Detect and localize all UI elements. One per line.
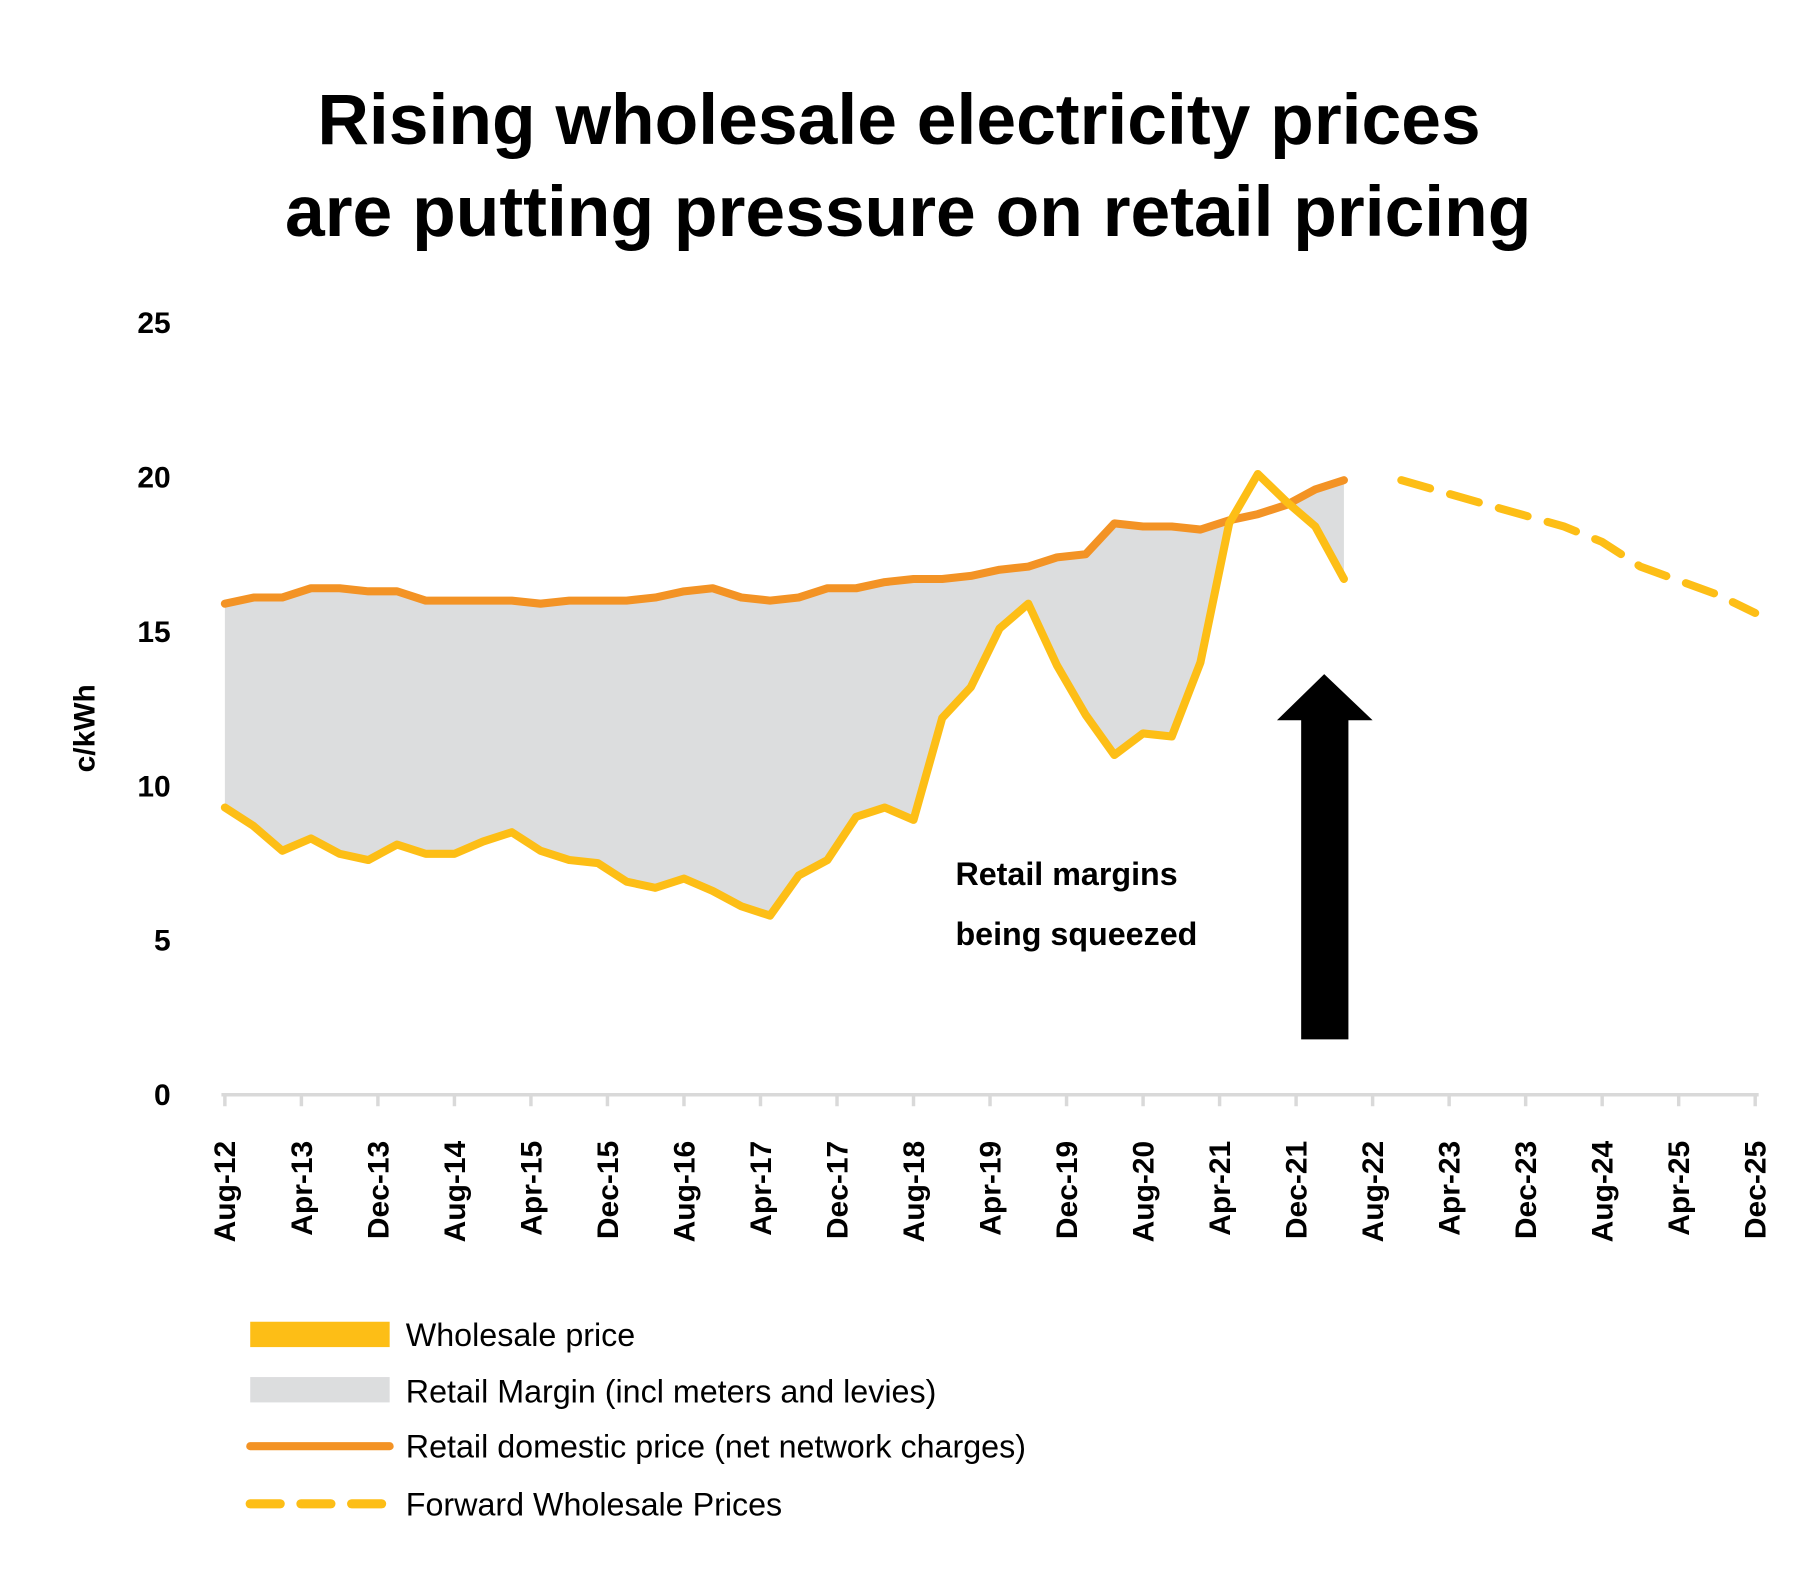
- y-tick-label: 5: [154, 925, 171, 958]
- y-tick-label: 25: [137, 307, 170, 340]
- y-tick-label: 0: [154, 1079, 171, 1112]
- x-tick-label: Dec-15: [592, 1141, 625, 1239]
- arrow-up-icon: [1276, 674, 1373, 1040]
- x-tick-label: Dec-19: [1051, 1141, 1084, 1239]
- series-lines: [220, 469, 1760, 920]
- retail-price-line: [220, 476, 1348, 608]
- legend-label-forward: Forward Wholesale Prices: [406, 1486, 782, 1522]
- x-tick-label: Dec-13: [362, 1141, 395, 1239]
- axes: Aug-12 Apr-13 Dec-13 Aug-14 Apr-15 Dec-15 Aug-…: [137, 307, 1772, 1242]
- x-tick-label: Aug-14: [439, 1140, 472, 1242]
- y-tick-label: 15: [137, 616, 170, 649]
- retail-margin-area: [224, 473, 1344, 916]
- legend-label-wholesale: Wholesale price: [406, 1317, 635, 1353]
- legend: Wholesale price Retail Margin (incl mete…: [245, 1317, 1026, 1522]
- legend-swatch-retail-margin: [250, 1377, 390, 1403]
- x-tick-label: Apr-25: [1663, 1141, 1696, 1236]
- x-tick-label: Apr-17: [745, 1141, 778, 1236]
- wholesale-price-line: [220, 469, 1348, 920]
- x-tick-label: Apr-23: [1434, 1141, 1467, 1236]
- x-tick-label: Dec-21: [1280, 1141, 1313, 1239]
- annotation-line-2: being squeezed: [955, 916, 1197, 952]
- x-tick-label: Dec-23: [1510, 1141, 1543, 1239]
- y-tick-label: 10: [137, 770, 170, 803]
- x-tick-label: Aug-20: [1127, 1141, 1160, 1243]
- chart-title-line-2: are putting pressure on retail pricing: [285, 172, 1531, 252]
- legend-label-retail-margin: Retail Margin (incl meters and levies): [406, 1373, 937, 1409]
- x-tick-label: Apr-21: [1204, 1141, 1237, 1236]
- x-tick-label: Dec-17: [821, 1141, 854, 1239]
- legend-label-retail-price: Retail domestic price (net network charg…: [406, 1429, 1026, 1465]
- x-tick-label: Apr-13: [286, 1141, 319, 1236]
- x-tick-label: Aug-16: [668, 1141, 701, 1243]
- x-tick-label: Dec-25: [1740, 1141, 1773, 1239]
- x-tick-label: Apr-19: [974, 1141, 1007, 1236]
- x-tick-label: Aug-22: [1357, 1141, 1390, 1243]
- legend-swatch-wholesale: [250, 1321, 390, 1348]
- annotation-line-1: Retail margins: [955, 856, 1177, 892]
- y-axis-label: c/kWh: [69, 684, 102, 772]
- retail-margin-fill: [224, 473, 1344, 916]
- y-tick-label: 20: [137, 461, 170, 494]
- x-tick-label: Aug-12: [209, 1141, 242, 1243]
- x-tick-label: Aug-24: [1587, 1140, 1620, 1242]
- x-tick-label: Aug-18: [898, 1141, 931, 1243]
- forward-wholesale-line: [1397, 476, 1760, 617]
- x-tick-label: Apr-15: [515, 1141, 548, 1236]
- chart-title-line-1: Rising wholesale electricity prices: [317, 80, 1480, 160]
